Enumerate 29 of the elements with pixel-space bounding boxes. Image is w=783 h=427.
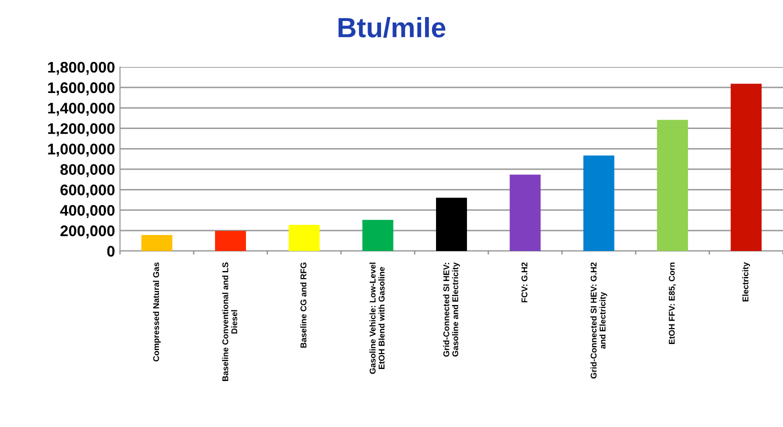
x-tick-label: FCV: G.H2: [522, 262, 528, 302]
y-tick-label: 1,800,000: [48, 62, 115, 75]
bar: [362, 220, 394, 251]
y-tick-label: 400,000: [60, 204, 115, 218]
bar: [436, 198, 467, 251]
y-tick-label: 800,000: [60, 164, 115, 178]
bar: [583, 156, 614, 251]
y-tick-label: 1,400,000: [48, 102, 115, 116]
bar: [141, 234, 172, 251]
y-tick-label: 1,000,000: [48, 144, 115, 157]
bar: [657, 120, 688, 251]
x-tick-label: Baseline Conventional and LS Diesel: [222, 262, 238, 382]
x-tick-label: Electricity: [742, 262, 750, 302]
x-tick-label: EtOH FFV: E85, Corn: [668, 262, 676, 344]
x-tick-label: Compressed Natural Gas: [152, 262, 161, 362]
y-tick-label: 1,600,000: [48, 82, 115, 96]
chart-title: Btu/mile: [338, 17, 446, 38]
bar: [288, 224, 320, 251]
x-tick-label: Grid-Connected SI HEV: Gasoline and Electricity: [443, 262, 460, 357]
bar: [215, 230, 246, 251]
x-tick-label: Baseline CG and RFG: [300, 262, 306, 348]
y-tick-label: 600,000: [60, 184, 115, 198]
bar: [730, 84, 762, 251]
x-tick-label: Gasoline Vehicle: Low-Level EtOH Blend with Gasoline: [369, 262, 385, 374]
y-tick-label: 200,000: [60, 225, 115, 238]
x-tick-label: Grid-Connected SI HEV: G.H2 and Electricity: [590, 262, 608, 378]
bar: [510, 174, 541, 251]
y-tick-label: 1,200,000: [48, 123, 115, 136]
y-tick-label: 0: [107, 246, 115, 257]
